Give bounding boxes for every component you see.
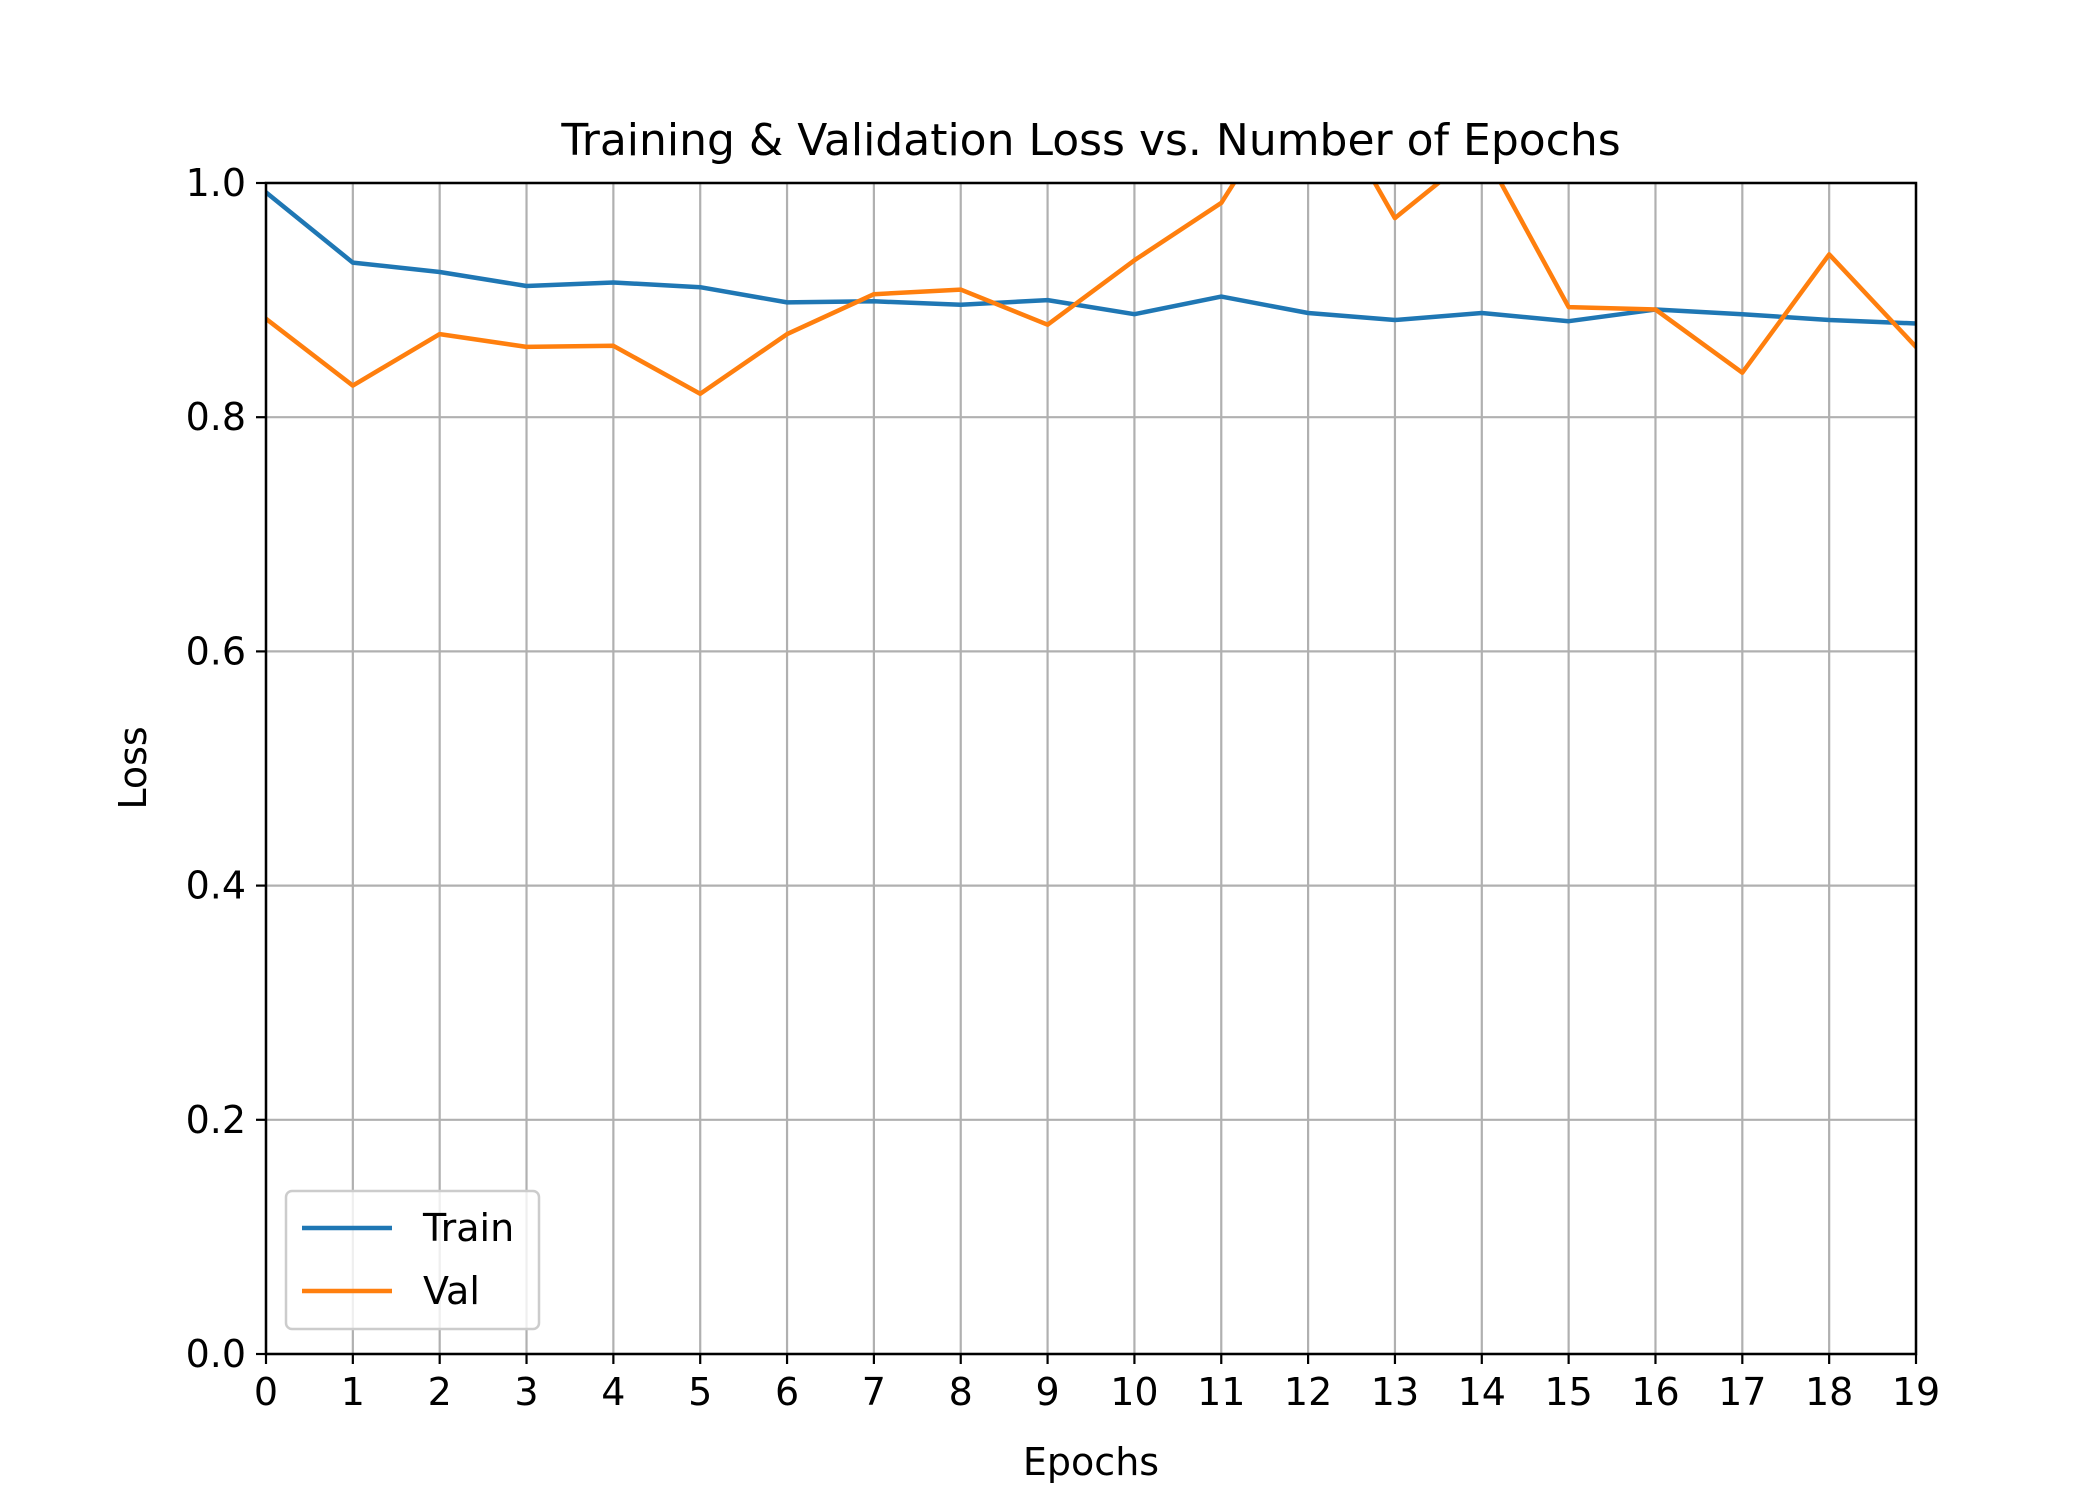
axis-ticks: 0 1 2 3 4 5 6 7 8 9 10 11 12 13 14 15 16 17 18 190.00.20.40… (186, 161, 1941, 1414)
y-tick-label: 0.2 (186, 1098, 246, 1142)
y-tick-label: 0.6 (186, 629, 246, 673)
series-line-val (266, 183, 1916, 397)
x-tick-label: 0 (254, 1370, 278, 1414)
chart-title: Training & Validation Loss vs. Number of… (560, 115, 1620, 166)
y-tick-label: 0.4 (186, 864, 246, 908)
x-tick-label: 11 (1197, 1370, 1245, 1414)
x-tick-label: 5 (688, 1370, 712, 1414)
series-lines (266, 183, 1916, 397)
x-tick-label: 14 (1458, 1370, 1506, 1414)
x-tick-label: 2 (428, 1370, 452, 1414)
x-tick-label: 6 (775, 1370, 799, 1414)
x-tick-label: 12 (1284, 1370, 1332, 1414)
x-tick-label: 9 (1035, 1370, 1059, 1414)
x-tick-label: 16 (1631, 1370, 1679, 1414)
x-tick-label: 8 (949, 1370, 973, 1414)
x-tick-label: 13 (1371, 1370, 1419, 1414)
y-tick-label: 0.0 (186, 1332, 246, 1376)
plot-frame (264, 181, 1918, 1356)
legend-box (284, 1189, 541, 1331)
x-tick-label: 7 (862, 1370, 886, 1414)
x-tick-label: 15 (1544, 1370, 1592, 1414)
x-tick-label: 17 (1718, 1370, 1766, 1414)
x-tick-label: 4 (601, 1370, 625, 1414)
x-tick-label: 1 (341, 1370, 365, 1414)
legend-label-train: Train (422, 1206, 514, 1250)
y-tick-label: 1.0 (186, 161, 246, 205)
legend: Train Val (284, 1189, 541, 1331)
x-tick-label: 18 (1805, 1370, 1853, 1414)
x-tick-label: 3 (514, 1370, 538, 1414)
y-axis-label: Loss (111, 726, 155, 809)
x-axis-label: Epochs (1023, 1440, 1159, 1484)
x-tick-label: 10 (1110, 1370, 1158, 1414)
series-line-train (266, 189, 1916, 326)
legend-label-val: Val (423, 1269, 480, 1313)
x-tick-label: 19 (1892, 1370, 1940, 1414)
y-tick-label: 0.8 (186, 395, 246, 439)
